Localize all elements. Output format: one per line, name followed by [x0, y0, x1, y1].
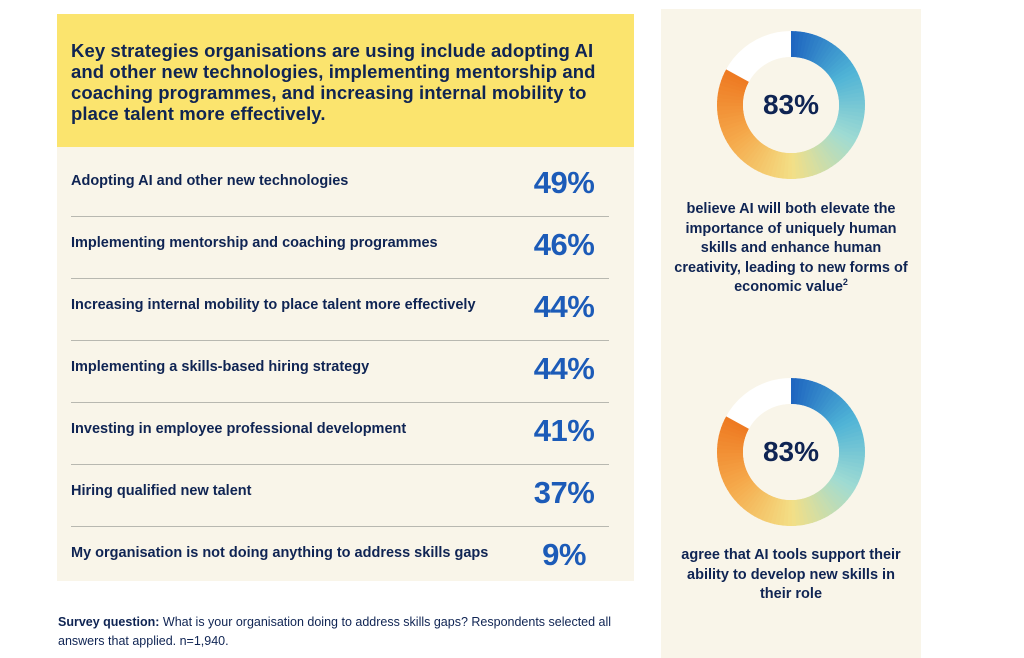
- strategy-percentage: 44%: [533, 289, 595, 324]
- strategy-label: Implementing mentorship and coaching pro…: [71, 235, 438, 251]
- donut-segment: [724, 69, 749, 85]
- stat-value-2: 83%: [762, 436, 820, 467]
- strategies-panel: Key strategies organisations are using i…: [57, 14, 634, 581]
- survey-footnote: Survey question: What is your organisati…: [58, 613, 618, 651]
- strategy-table: Adopting AI and other new technologies 49…: [71, 155, 609, 588]
- strategy-label: Hiring qualified new talent: [71, 483, 252, 499]
- strategy-percentage: 37%: [533, 475, 595, 510]
- donut-center: [743, 57, 839, 153]
- survey-footnote-label: Survey question:: [58, 615, 160, 629]
- stat-caption-1: believe AI will both elevate the importa…: [671, 200, 911, 298]
- strategy-row: Implementing mentorship and coaching pro…: [71, 217, 609, 279]
- strategy-row: Investing in employee professional devel…: [71, 403, 609, 465]
- strategy-percentage: 41%: [533, 413, 595, 448]
- strategy-percentage: 44%: [533, 351, 595, 386]
- strategy-row: Hiring qualified new talent 37%: [71, 465, 609, 527]
- strategy-label: Implementing a skills-based hiring strat…: [71, 359, 370, 375]
- donut-ring-1: [717, 31, 865, 179]
- donut-ring-2: [717, 378, 865, 526]
- donut-center: [743, 404, 839, 500]
- strategy-row: My organisation is not doing anything to…: [71, 527, 609, 588]
- stat-value-1: 83%: [762, 89, 820, 120]
- stat-footnote-mark-1: 2: [842, 277, 848, 288]
- stat-caption-text-2: agree that AI tools support their abilit…: [681, 547, 901, 602]
- stat-caption-2: agree that AI tools support their abilit…: [671, 546, 911, 605]
- stat-donut-2: 83%: [715, 376, 867, 528]
- strategy-label: Investing in employee professional devel…: [71, 421, 407, 437]
- strategy-label: Increasing internal mobility to place ta…: [71, 297, 476, 313]
- stat-donut-1: 83%: [715, 29, 867, 181]
- donut-segment: [724, 416, 749, 432]
- strategy-label: My organisation is not doing anything to…: [71, 545, 489, 561]
- strategy-percentage: 49%: [533, 165, 595, 200]
- survey-footnote-text: What is your organisation doing to addre…: [58, 615, 612, 648]
- strategy-percentage: 9%: [542, 537, 586, 572]
- stat-caption-text-1: believe AI will both elevate the importa…: [674, 201, 908, 295]
- strategy-row: Implementing a skills-based hiring strat…: [71, 341, 609, 403]
- stats-panel: 83% believe AI will both elevate the imp…: [661, 9, 921, 658]
- strategy-label: Adopting AI and other new technologies: [71, 173, 349, 189]
- strategy-percentage: 46%: [533, 227, 595, 262]
- strategy-row: Increasing internal mobility to place ta…: [71, 279, 609, 341]
- headline-box: Key strategies organisations are using i…: [57, 14, 634, 147]
- headline: Key strategies organisations are using i…: [71, 40, 596, 124]
- strategy-row: Adopting AI and other new technologies 49…: [71, 155, 609, 217]
